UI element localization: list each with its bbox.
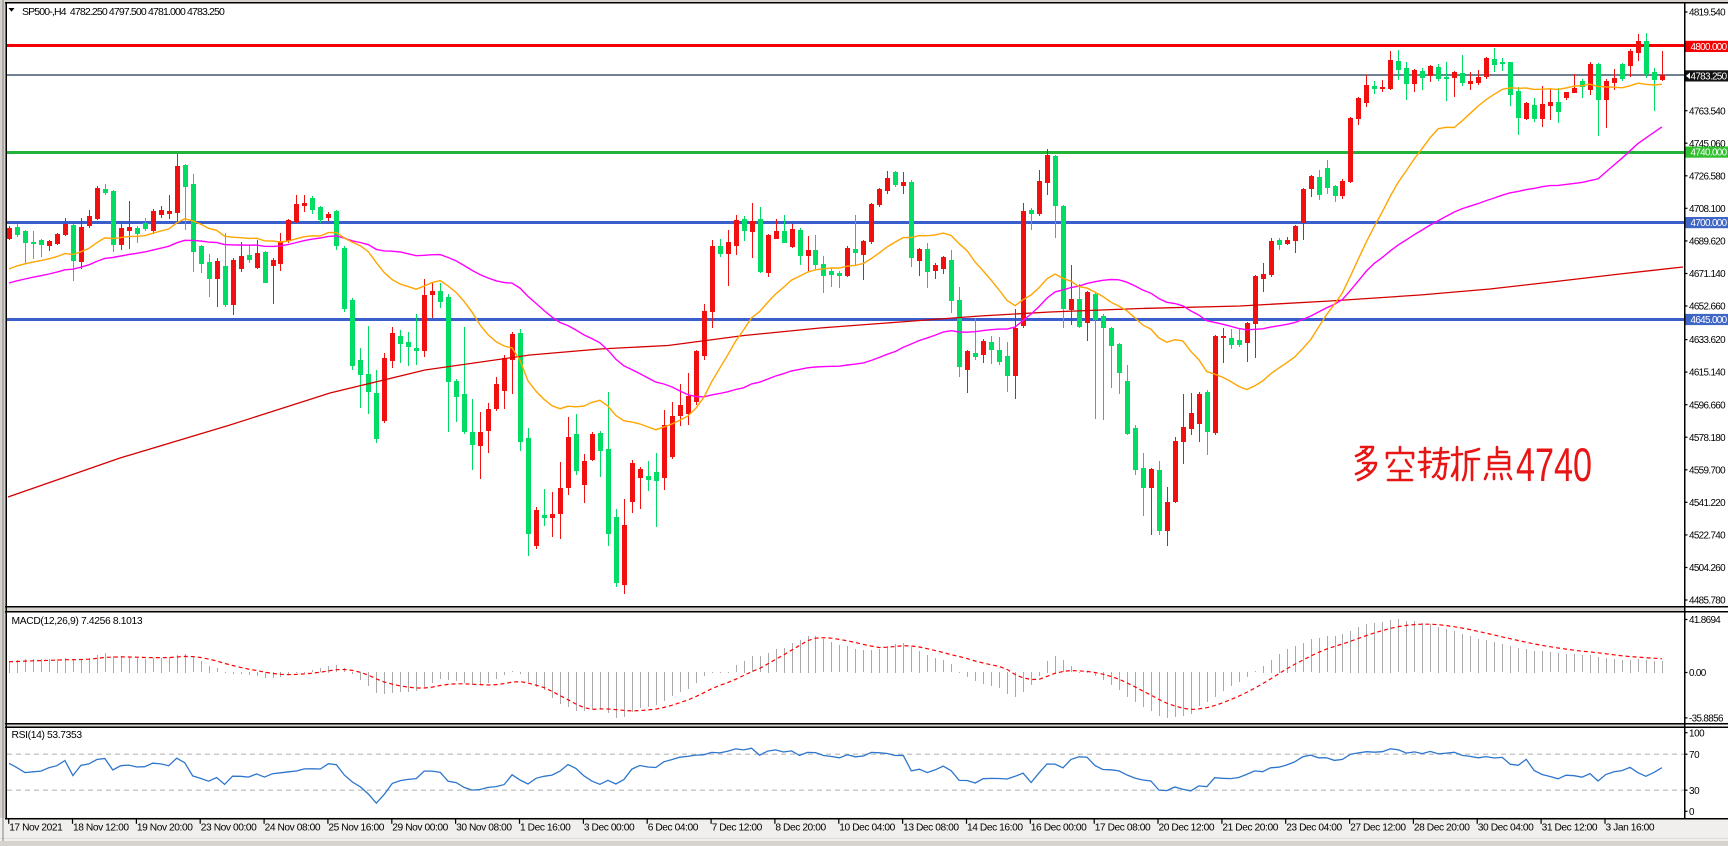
- svg-text:14 Dec 16:00: 14 Dec 16:00: [967, 823, 1023, 834]
- svg-text:100: 100: [1689, 728, 1705, 739]
- svg-text:3 Dec 00:00: 3 Dec 00:00: [584, 823, 635, 834]
- svg-text:4689.620: 4689.620: [1689, 237, 1726, 248]
- svg-text:4800.000: 4800.000: [1691, 42, 1728, 53]
- svg-text:SP500-,H4 4782.250 4797.500 4: SP500-,H4 4782.250 4797.500 4781.000 478…: [22, 6, 225, 18]
- svg-text:30 Nov 08:00: 30 Nov 08:00: [456, 823, 512, 834]
- svg-text:19 Nov 20:00: 19 Nov 20:00: [137, 823, 193, 834]
- svg-text:4652.660: 4652.660: [1689, 302, 1726, 313]
- svg-text:4740: 4740: [1516, 439, 1592, 492]
- svg-text:3 Jan 16:00: 3 Jan 16:00: [1606, 823, 1655, 834]
- svg-text:29 Nov 00:00: 29 Nov 00:00: [392, 823, 448, 834]
- svg-text:4783.250: 4783.250: [1691, 72, 1728, 83]
- svg-text:18 Nov 12:00: 18 Nov 12:00: [73, 823, 129, 834]
- svg-text:4763.540: 4763.540: [1689, 106, 1726, 117]
- svg-text:31 Dec 12:00: 31 Dec 12:00: [1542, 823, 1598, 834]
- svg-text:20 Dec 12:00: 20 Dec 12:00: [1159, 823, 1215, 834]
- svg-text:70: 70: [1689, 750, 1700, 761]
- svg-text:10 Dec 04:00: 10 Dec 04:00: [839, 823, 895, 834]
- svg-text:30: 30: [1689, 786, 1700, 797]
- svg-text:13 Dec 08:00: 13 Dec 08:00: [903, 823, 959, 834]
- svg-text:4596.660: 4596.660: [1689, 400, 1726, 411]
- svg-text:4522.740: 4522.740: [1689, 531, 1726, 542]
- svg-text:4671.140: 4671.140: [1689, 269, 1726, 280]
- svg-text:16 Dec 00:00: 16 Dec 00:00: [1031, 823, 1087, 834]
- svg-text:27 Dec 12:00: 27 Dec 12:00: [1350, 823, 1406, 834]
- svg-text:23 Nov 00:00: 23 Nov 00:00: [201, 823, 257, 834]
- svg-text:17 Dec 08:00: 17 Dec 08:00: [1095, 823, 1151, 834]
- svg-text:17 Nov 2021: 17 Nov 2021: [9, 823, 63, 834]
- svg-text:4726.580: 4726.580: [1689, 171, 1726, 182]
- svg-text:4615.140: 4615.140: [1689, 368, 1726, 379]
- svg-text:0.00: 0.00: [1689, 668, 1707, 679]
- svg-text:4645.000: 4645.000: [1691, 315, 1728, 326]
- svg-text:8 Dec 20:00: 8 Dec 20:00: [775, 823, 826, 834]
- svg-text:30 Dec 04:00: 30 Dec 04:00: [1478, 823, 1534, 834]
- svg-text:-35.8856: -35.8856: [1689, 714, 1724, 725]
- svg-text:4708.100: 4708.100: [1689, 204, 1726, 215]
- svg-text:25 Nov 16:00: 25 Nov 16:00: [328, 823, 384, 834]
- svg-text:4504.260: 4504.260: [1689, 563, 1726, 574]
- svg-text:21 Dec 20:00: 21 Dec 20:00: [1222, 823, 1278, 834]
- svg-text:24 Nov 08:00: 24 Nov 08:00: [265, 823, 321, 834]
- svg-text:4700.000: 4700.000: [1691, 218, 1728, 229]
- svg-text:RSI(14) 53.7353: RSI(14) 53.7353: [12, 730, 83, 741]
- svg-text:41.8694: 41.8694: [1689, 615, 1721, 626]
- svg-text:6 Dec 04:00: 6 Dec 04:00: [648, 823, 699, 834]
- svg-text:1 Dec 16:00: 1 Dec 16:00: [520, 823, 571, 834]
- svg-text:4633.620: 4633.620: [1689, 335, 1726, 346]
- svg-text:7 Dec 12:00: 7 Dec 12:00: [712, 823, 763, 834]
- svg-text:4541.220: 4541.220: [1689, 498, 1726, 509]
- svg-text:4578.180: 4578.180: [1689, 433, 1726, 444]
- svg-text:28 Dec 20:00: 28 Dec 20:00: [1414, 823, 1470, 834]
- svg-text:4485.780: 4485.780: [1689, 596, 1726, 607]
- svg-text:23 Dec 04:00: 23 Dec 04:00: [1286, 823, 1342, 834]
- svg-text:MACD(12,26,9) 7.4256 8.1013: MACD(12,26,9) 7.4256 8.1013: [12, 616, 143, 627]
- svg-text:4819.540: 4819.540: [1689, 8, 1726, 19]
- svg-text:4559.700: 4559.700: [1689, 465, 1726, 476]
- svg-text:4740.000: 4740.000: [1691, 148, 1728, 159]
